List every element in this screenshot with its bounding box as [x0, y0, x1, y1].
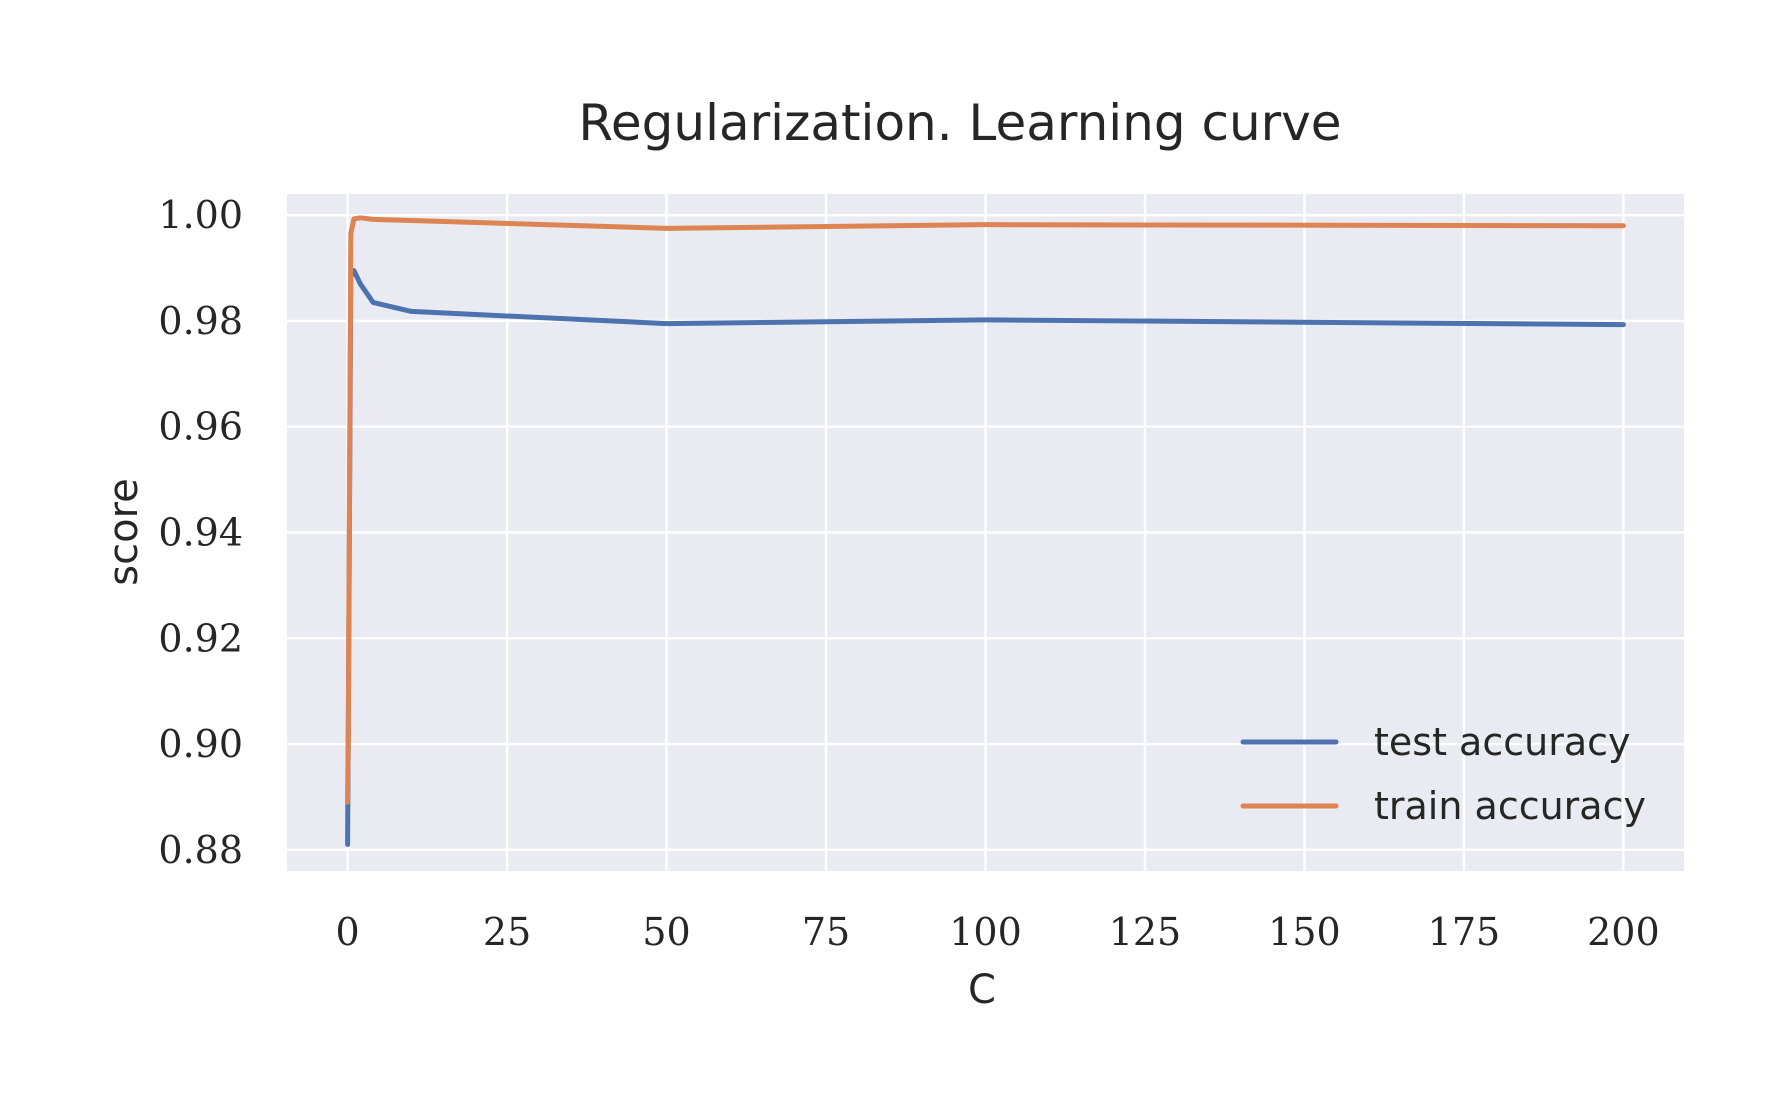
legend: test accuracy train accuracy	[1240, 720, 1646, 828]
y-tick-label: 0.92	[158, 616, 243, 660]
x-tick-labels: 0 25 50 75 100 125 150 175 200	[336, 910, 1660, 954]
x-tick-label: 25	[483, 910, 531, 954]
x-tick-label: 150	[1268, 910, 1341, 954]
y-tick-label: 0.96	[158, 405, 243, 449]
y-tick-labels: 0.88 0.90 0.92 0.94 0.96 0.98 1.00	[158, 193, 243, 872]
x-tick-label: 0	[336, 910, 360, 954]
series-layer	[345, 215, 1626, 848]
x-tick-label: 175	[1428, 910, 1501, 954]
y-axis-label: score	[101, 478, 147, 585]
x-tick-label: 50	[642, 910, 690, 954]
chart-title: Regularization. Learning curve	[578, 94, 1341, 152]
series-line-train-accuracy	[345, 215, 1626, 805]
y-tick-label: 0.88	[158, 828, 243, 872]
grid-lines	[287, 194, 1684, 871]
legend-label-test-accuracy: test accuracy	[1374, 720, 1631, 764]
y-tick-label: 0.90	[158, 722, 243, 766]
legend-label-train-accuracy: train accuracy	[1374, 784, 1646, 828]
x-tick-label: 200	[1587, 910, 1660, 954]
x-tick-label: 125	[1109, 910, 1182, 954]
x-axis-label: C	[968, 967, 996, 1013]
y-tick-label: 1.00	[158, 193, 243, 237]
y-tick-label: 0.98	[158, 299, 243, 343]
x-tick-label: 75	[802, 910, 850, 954]
y-tick-label: 0.94	[158, 511, 243, 555]
x-tick-label: 100	[949, 910, 1022, 954]
